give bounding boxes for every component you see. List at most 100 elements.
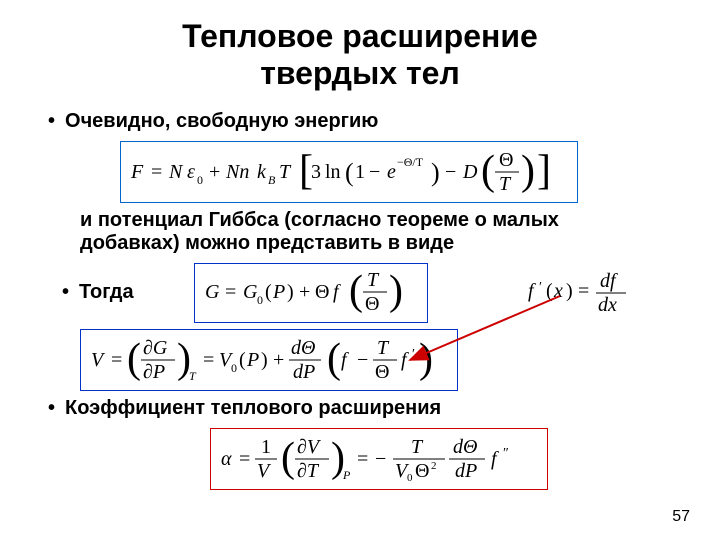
eq4-svg: α = 1 V ( ∂V ∂T ) P = − T V 0 [219,433,539,485]
eq3-plus: + [273,349,284,371]
bullet-3: Коэффициент теплового расширения [66,397,680,420]
eq1-B: B [268,173,276,187]
eq1-e: e [387,161,396,183]
eq3-eq: = [111,349,122,371]
eq4-lpar: ( [281,435,295,481]
eq1-lpar2: ( [481,148,495,194]
eq3-minus: − [357,349,368,371]
eq2-row: Тогда G = G 0 ( P ) + Θ f ( T Θ [80,263,680,323]
slide-title: Тепловое расширение твердых тел [40,18,680,92]
eq1-T2: T [499,173,512,195]
gibbs-text: и потенциал Гиббса (согласно теореме о м… [80,209,680,255]
eq3-zero: 0 [231,361,237,375]
eq1-F: F [130,161,144,183]
eq1-plus: + [209,161,220,183]
eq2-plus: + [299,281,310,303]
page-number: 57 [672,508,690,526]
eq4-dTheta: dΘ [453,436,477,458]
eq3-rpar3: ) [419,336,433,382]
eq4-T: T [411,436,424,458]
eq3-Tsub: T [189,369,197,383]
eq4-eq2: = [357,448,368,470]
eq2b-rpar: ) [566,280,573,302]
eq1-ln: ln [325,161,341,183]
eq4-dT: ∂T [297,460,320,482]
bullet-1: Очевидно, свободную энергию [66,110,680,133]
eq2-rpar2: ) [389,268,403,314]
eq1-three: 3 [311,161,321,183]
slide: Тепловое расширение твердых тел Очевидно… [0,0,720,540]
eq4-box: α = 1 V ( ∂V ∂T ) P = − T V 0 [210,428,548,490]
eq4-V: V [257,460,272,482]
eq4-two: 2 [431,460,437,472]
eq1-zero: 0 [197,173,203,187]
eq4-row: α = 1 V ( ∂V ∂T ) P = − T V 0 [210,428,680,490]
eq3-lpar3: ( [327,336,341,382]
gibbs-l1: и потенциал Гиббса (согласно теореме о м… [80,209,559,231]
eq1-exp: −Θ/T [397,155,424,169]
eq2-P: P [272,281,285,303]
eq2-G: G [205,281,220,303]
eq2b-prime: ′ [539,280,542,295]
eq1-minus: − [369,161,380,183]
eq1-N: N [168,161,184,183]
eq2-T: T [367,269,380,291]
eq2-Theta2: Θ [365,293,379,315]
eq3-dP: ∂P [143,361,165,383]
eq3-P: P [246,349,259,371]
eq3-eq2: = [203,349,214,371]
eq2-G0: G [243,281,258,303]
eq3-V: V [91,349,106,371]
eq1-k: k [257,161,267,183]
eq4-minus: − [375,448,386,470]
eq2b-svg: f ′ ( x ) = df dx [528,269,638,317]
eq3-f: f [341,349,349,371]
eq3-dG: ∂G [143,337,168,359]
eq4-dPP: dP [455,460,477,482]
eq1-rpar: ) [431,158,440,187]
title-line-1: Тепловое расширение [182,18,538,54]
title-line-2: твердых тел [260,55,460,91]
eq3-svg: V = ( ∂G ∂P ) T = V 0 ( P ) + dΘ [89,334,449,386]
eq3-prime: ′ [412,347,415,362]
eq3-Theta: Θ [375,361,389,383]
eq1-rbrack: ] [537,148,551,194]
eq4-eq: = [239,448,250,470]
eq2-lpar: ( [265,281,272,303]
eq4-pp: ″ [503,446,509,461]
eq2b-eq: = [578,280,589,302]
eq1-Nn: Nn [225,161,249,183]
gibbs-l2: добавках) можно представить в виде [80,232,454,254]
eq4-dV: ∂V [297,436,322,458]
eq3-lpar: ( [127,336,141,382]
eq3-row: V = ( ∂G ∂P ) T = V 0 ( P ) + dΘ [80,329,680,391]
eq1-svg: F = N ε 0 + Nn k B T [ 3 ln ( 1 [129,146,569,198]
eq3-f2: f [401,349,409,371]
eq2-rpar: ) [287,281,294,303]
eq1-box: F = N ε 0 + Nn k B T [ 3 ln ( 1 [120,141,578,203]
eq3-lpar2: ( [239,349,246,371]
eq2-lpar2: ( [349,268,363,314]
eq1-T: T [279,161,292,183]
eq1-eps: ε [187,161,195,183]
eq1-lpar: ( [345,158,354,187]
eq4-alpha: α [221,448,232,470]
eq3-top: T [377,337,390,359]
eq4-one: 1 [261,436,271,458]
eq1-rpar2: ) [521,148,535,194]
eq1-minus2: − [445,161,456,183]
eq1-row: F = N ε 0 + Nn k B T [ 3 ln ( 1 [120,141,680,203]
eq4-f: f [491,448,499,470]
eq1-eq: = [151,161,162,183]
eq2-eq: = [225,281,236,303]
eq2-box: G = G 0 ( P ) + Θ f ( T Θ ) [194,263,428,323]
eq2-f: f [333,281,341,303]
eq2b-dx: dx [598,294,617,316]
eq2b-x: x [553,280,563,302]
eq1-Theta: Θ [499,149,513,171]
eq2b-df: df [600,270,618,292]
eq2-zero: 0 [257,293,263,307]
eq3-dTheta: dΘ [291,337,315,359]
eq2-svg: G = G 0 ( P ) + Θ f ( T Θ ) [203,268,419,318]
eq4-zero: 0 [407,472,413,484]
